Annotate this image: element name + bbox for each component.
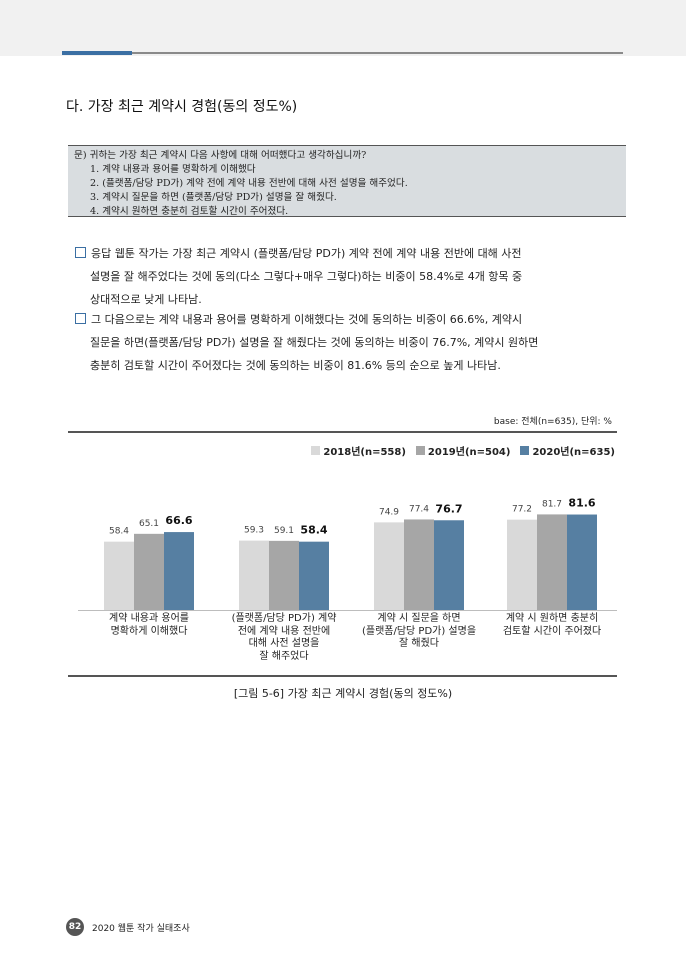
publication-title: 2020 웹툰 작가 실태조사: [92, 923, 190, 934]
bar-2019: [269, 540, 299, 610]
header-rule: [132, 52, 623, 54]
question-item: 2. (플랫폼/담당 PD가) 계약 전에 계약 내용 전반에 대해 사전 설명…: [90, 178, 408, 189]
legend-label: 2019년(n=504): [427, 447, 511, 458]
data-label: 81.7: [542, 499, 562, 509]
bar-2020: [434, 520, 464, 610]
legend-swatch: [415, 446, 425, 455]
category-label: 계약 시 원하면 충분히 검토할 시간이 주어졌다: [502, 613, 602, 637]
legend-item-2020: 2020년(n=635): [520, 443, 615, 458]
category-label: 계약 내용과 용어를 명확하게 이해했다: [109, 613, 189, 637]
data-label: 59.3: [244, 526, 264, 536]
data-label: 66.6: [165, 514, 192, 527]
bar-2019: [404, 519, 434, 610]
paragraph-1: 응답 웹툰 작가는 가장 최근 계약시 (플랫폼/담당 PD가) 계약 전에 계…: [75, 242, 615, 311]
question-box: 문) 귀하는 가장 최근 계약시 다음 사항에 대해 어떠했다고 생각하십니까?…: [68, 145, 626, 217]
square-bullet-icon: [75, 247, 86, 258]
category-label: (플랫폼/담당 PD가) 계약 전에 계약 내용 전반에 대해 사전 설명을 잘…: [231, 613, 337, 662]
paragraph-line: 그 다음으로는 계약 내용과 용어를 명확하게 이해했다는 것에 동의하는 비중…: [91, 313, 523, 326]
paragraph-line: 질문을 하면(플랫폼/담당 PD가) 설명을 잘 해줬다는 것에 동의하는 비중…: [90, 336, 539, 349]
data-label: 58.4: [109, 527, 129, 537]
paragraph-line: 상대적으로 낮게 나타남.: [90, 293, 202, 306]
page-number: 82: [66, 918, 84, 936]
data-label: 74.9: [379, 507, 399, 517]
question-prompt: 문) 귀하는 가장 최근 계약시 다음 사항에 대해 어떠했다고 생각하십니까?: [74, 150, 367, 161]
chart-bottom-rule: [68, 675, 617, 677]
legend-swatch: [520, 446, 530, 455]
header-band: [0, 0, 686, 56]
legend-label: 2018년(n=558): [323, 447, 406, 458]
question-item: 1. 계약 내용과 용어를 명확하게 이해했다: [90, 164, 256, 175]
data-label: 65.1: [139, 519, 159, 529]
base-note: base: 전체(n=635), 단위: %: [493, 417, 612, 427]
bar-chart: 58.4 65.1 66.6 59.3 59.1 58.4 74.9 77.4 76.7 77.2…: [78, 497, 617, 611]
paragraph-line: 응답 웹툰 작가는 가장 최근 계약시 (플랫폼/담당 PD가) 계약 전에 계…: [91, 247, 522, 260]
category-label: 계약 시 질문을 하면 (플랫폼/담당 PD가) 설명을 잘 해줬다: [361, 613, 477, 649]
paragraph-2: 그 다음으로는 계약 내용과 용어를 명확하게 이해했다는 것에 동의하는 비중…: [75, 308, 615, 377]
data-label: 59.1: [274, 526, 294, 536]
data-label: 81.6: [568, 497, 595, 510]
legend-label: 2020년(n=635): [532, 447, 615, 458]
data-label: 77.4: [409, 504, 429, 514]
bar-2019: [537, 514, 567, 610]
legend-item-2018: 2018년(n=558): [311, 443, 406, 458]
legend-item-2019: 2019년(n=504): [415, 443, 511, 458]
data-label: 77.2: [512, 505, 532, 515]
bar-2020: [567, 514, 597, 610]
bar-2019: [134, 533, 164, 610]
bar-2020: [299, 541, 329, 610]
bar-2018: [104, 541, 134, 610]
paragraph-line: 충분히 검토할 시간이 주어졌다는 것에 동의하는 비중이 81.6% 등의 순…: [90, 359, 501, 372]
data-label: 76.7: [435, 502, 462, 515]
data-label: 58.4: [300, 524, 327, 537]
bar-2018: [374, 522, 404, 610]
figure-caption: [그림 5-6] 가장 최근 계약시 경험(동의 정도%): [233, 687, 453, 700]
page-footer: 82 2020 웹툰 작가 실태조사: [66, 918, 190, 936]
section-title: 다. 가장 최근 계약시 경험(동의 정도%): [66, 99, 298, 115]
bar-2018: [239, 540, 269, 610]
paragraph-line: 설명을 잘 해주었다는 것에 동의(다소 그렇다+매우 그렇다)하는 비중이 5…: [90, 270, 523, 283]
question-item: 4. 계약시 원하면 충분히 검토할 시간이 주어졌다.: [90, 206, 289, 217]
chart-legend: 2018년(n=558) 2019년(n=504) 2020년(n=635): [311, 443, 615, 458]
chart-top-rule: [68, 431, 617, 433]
bar-2020: [164, 532, 194, 610]
bar-2018: [507, 519, 537, 610]
question-item: 3. 계약시 질문을 하면 (플랫폼/담당 PD가) 설명을 잘 해줬다.: [90, 192, 337, 203]
square-bullet-icon: [75, 313, 86, 324]
header-accent-rule: [62, 51, 132, 55]
legend-swatch: [311, 446, 321, 455]
